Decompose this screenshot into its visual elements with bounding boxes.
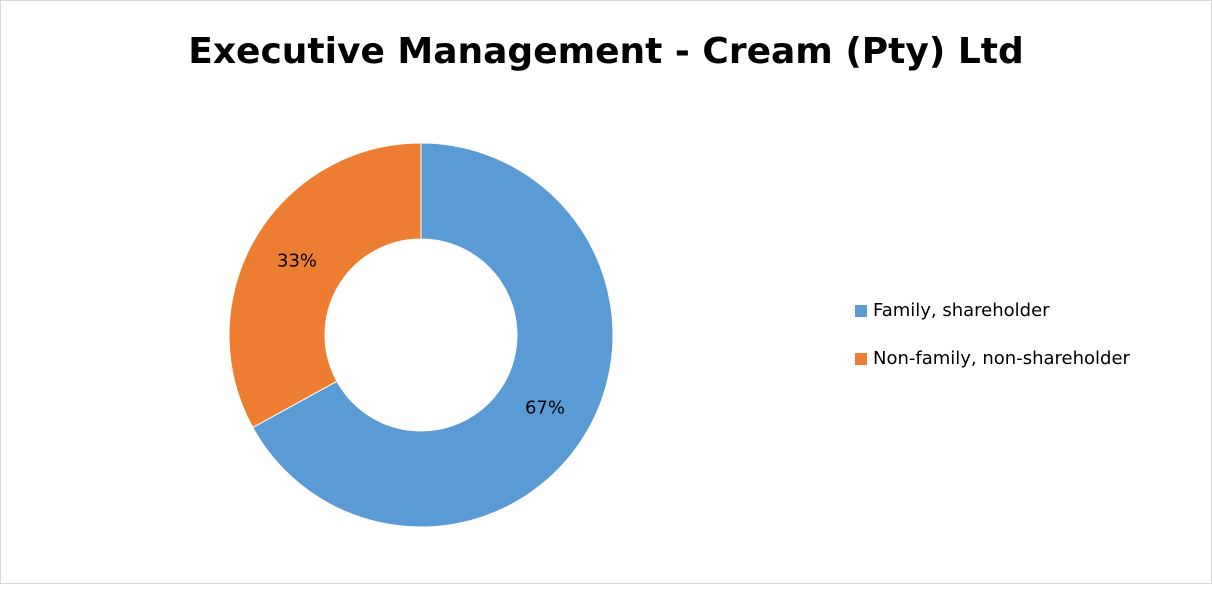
donut-slice (228, 142, 422, 429)
data-label: 33% (277, 251, 317, 272)
legend-swatch (855, 353, 867, 365)
legend-label: Non-family, non-shareholder (873, 348, 1131, 369)
legend-label: Family, shareholder (873, 300, 1050, 321)
data-label: 67% (525, 397, 565, 418)
legend-swatch (855, 305, 867, 317)
donut-slice (252, 142, 614, 528)
chart-title: Executive Management - Cream (Pty) Ltd (188, 31, 1024, 72)
